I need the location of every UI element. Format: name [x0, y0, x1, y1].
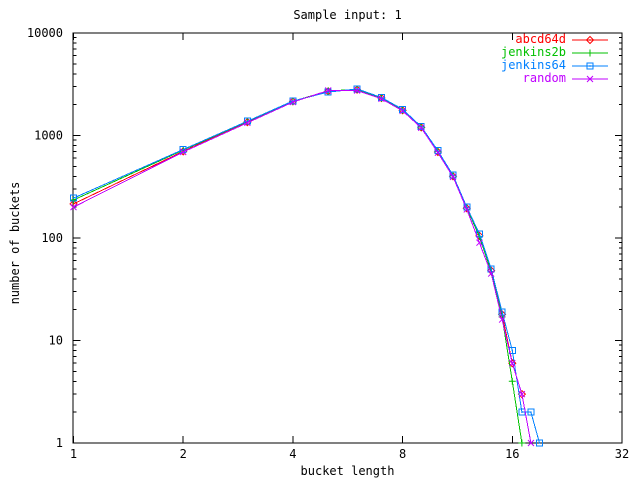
square-marker: [452, 174, 454, 176]
square-marker: [70, 194, 77, 202]
x-tick-label: 1: [70, 447, 77, 461]
y-tick-label: 1000: [34, 129, 63, 143]
square-marker: [527, 408, 535, 416]
cross-marker: [508, 359, 516, 367]
square-marker: [324, 88, 332, 96]
diamond-marker: [508, 359, 517, 368]
square-marker: [182, 148, 184, 151]
square-marker: [356, 88, 358, 90]
diamond-marker: [72, 203, 75, 205]
square-marker: [586, 62, 594, 70]
square-marker: [292, 100, 294, 102]
square-marker: [511, 349, 513, 352]
square-marker: [246, 120, 249, 122]
cross-marker: [527, 439, 535, 447]
series-line-random: [73, 90, 532, 444]
cross-marker: [498, 316, 506, 323]
legend-sample-abcd64d: [572, 35, 608, 45]
cross-marker: [70, 203, 77, 211]
y-tick-label: 10: [49, 334, 63, 348]
y-axis-label: number of buckets: [8, 181, 22, 305]
series-line-jenkins2b: [73, 88, 523, 444]
chart-title: Sample input: 1: [293, 8, 402, 22]
series-abcd64d: [69, 85, 527, 399]
square-marker: [401, 108, 404, 111]
square-marker: [530, 411, 532, 413]
square-marker: [466, 206, 468, 208]
cross-marker: [476, 239, 483, 247]
legend-sample-jenkins2b: [572, 49, 608, 57]
cross-marker: [434, 149, 442, 157]
square-marker: [490, 268, 492, 270]
square-marker: [353, 85, 361, 93]
cross-marker: [487, 270, 495, 277]
legend-label-jenkins2b: jenkins2b: [500, 45, 566, 59]
cross-marker: [324, 87, 332, 94]
square-marker: [380, 96, 383, 99]
cross-marker: [353, 87, 361, 94]
x-tick-label: 4: [289, 447, 296, 461]
y-tick-label: 1: [56, 436, 63, 450]
plus-marker: [518, 439, 526, 447]
cross-marker: [179, 148, 187, 156]
cross-marker: [244, 119, 251, 127]
square-marker: [478, 233, 481, 235]
square-marker: [589, 65, 591, 67]
square-marker: [327, 91, 329, 93]
square-marker: [498, 308, 506, 316]
legend-label-abcd64d: abcd64d: [515, 32, 566, 46]
x-axis-label: bucket length: [300, 464, 395, 478]
y-tick-label: 10000: [27, 26, 63, 40]
series-line-abcd64d: [73, 89, 523, 395]
square-marker: [521, 411, 523, 413]
square-marker: [449, 171, 457, 179]
cross-marker: [463, 206, 471, 213]
x-tick-label: 16: [505, 447, 519, 461]
legend-label-jenkins64: jenkins64: [500, 58, 566, 72]
series-jenkins64: [70, 85, 543, 447]
cross-marker: [417, 124, 425, 132]
cross-marker: [518, 390, 526, 398]
square-marker: [437, 150, 439, 152]
series-line-jenkins64: [73, 88, 540, 444]
x-tick-label: 2: [180, 447, 187, 461]
square-marker: [417, 123, 425, 131]
plus-marker: [508, 377, 516, 385]
legend-sample-random: [572, 75, 608, 83]
plot-border: [72, 32, 623, 444]
square-marker: [538, 442, 541, 444]
legend-label-random: random: [522, 71, 566, 85]
plus-marker: [586, 49, 594, 57]
diamond-marker: [589, 39, 591, 41]
square-marker: [535, 439, 543, 447]
cross-marker: [586, 75, 594, 83]
cross-marker: [399, 107, 406, 115]
legend-sample-jenkins64: [572, 62, 608, 70]
cross-marker: [449, 173, 457, 181]
square-marker: [501, 311, 503, 313]
square-marker: [434, 147, 442, 155]
cross-marker: [289, 98, 297, 106]
series-jenkins2b: [70, 85, 526, 447]
x-tick-label: 32: [615, 447, 629, 461]
series-random: [70, 87, 535, 447]
cross-marker: [378, 95, 385, 103]
square-marker: [72, 197, 75, 199]
x-tick-label: 8: [399, 447, 406, 461]
square-marker: [420, 125, 422, 128]
diamond-marker: [585, 35, 595, 45]
square-marker: [487, 265, 495, 273]
y-tick-label: 100: [41, 231, 63, 245]
